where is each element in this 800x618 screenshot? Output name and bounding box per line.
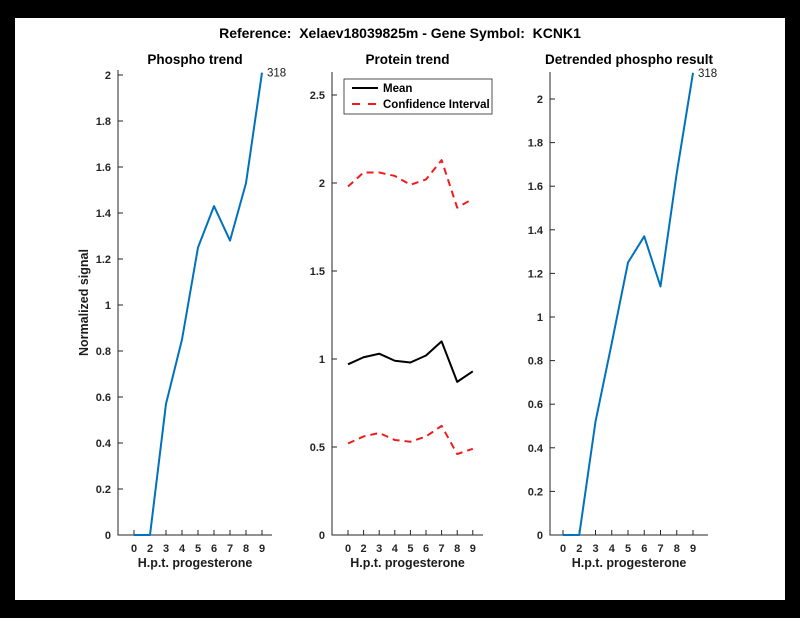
figure-title: Reference: Xelaev18039825m - Gene Symbol…: [219, 25, 581, 41]
x-tick-label: 5: [407, 543, 413, 555]
x-tick-label: 7: [439, 543, 445, 555]
x-tick-label: 5: [625, 543, 631, 555]
y-tick-label: 1.2: [96, 254, 111, 266]
x-tick-label: 5: [195, 543, 201, 555]
x-tick-label: 8: [674, 543, 680, 555]
x-tick-label: 7: [227, 543, 233, 555]
series-line-mean: [347, 340, 474, 383]
y-tick-label: 1.5: [310, 266, 325, 278]
y-tick-label: 1.8: [528, 138, 543, 150]
y-tick-label: 1.4: [528, 225, 544, 237]
x-tick-label: 2: [361, 543, 367, 555]
series-line-phospho-signal: [134, 72, 263, 536]
x-tick-label: 0: [560, 543, 566, 555]
y-tick-label: 0: [537, 530, 543, 542]
subplot-title: Phospho trend: [147, 52, 242, 67]
axis-spines: [117, 70, 272, 536]
legend-entry-label: Confidence Interval: [383, 99, 490, 111]
y-tick-label: 2: [537, 94, 543, 106]
y-tick-label: 1.4: [96, 208, 112, 220]
axis-spines: [331, 72, 483, 536]
y-tick-label: 1.2: [528, 268, 543, 280]
charts-svg: 00.20.40.60.811.21.41.61.820 2 3 4 5 6 7 8 9Phos…: [77, 52, 717, 570]
x-tick-label: 4: [179, 543, 186, 555]
axis-spines: [549, 72, 708, 536]
y-tick-label: 0.6: [96, 392, 111, 404]
x-tick-label: 2: [147, 543, 153, 555]
y-tick-label: 0.4: [528, 443, 544, 455]
x-tick-label: 0: [131, 543, 137, 555]
y-tick-label: 1.6: [528, 181, 543, 193]
y-tick-label: 0.8: [528, 356, 543, 368]
x-axis-label: H.p.t. progesterone: [572, 556, 687, 570]
x-tick-label: 6: [211, 543, 217, 555]
y-tick-label: 1: [537, 312, 543, 324]
y-tick-label: 0.2: [96, 484, 111, 496]
x-tick-label: 0: [345, 543, 351, 555]
y-tick-label: 1.8: [96, 116, 111, 128]
legend-entry-label: Mean: [383, 83, 412, 95]
y-tick-label: 0.6: [528, 399, 543, 411]
x-tick-label: 4: [392, 543, 399, 555]
series-line-confidence-interval-lower: [347, 424, 474, 456]
x-tick-label: 9: [259, 543, 265, 555]
y-tick-label: 0.8: [96, 346, 111, 358]
series-line-detrended-phospho: [563, 72, 694, 536]
x-tick-label: 6: [641, 543, 647, 555]
end-annotation: 318: [267, 68, 286, 80]
x-tick-label: 3: [163, 543, 169, 555]
y-tick-label: 2: [319, 178, 325, 190]
y-tick-label: 1: [319, 354, 325, 366]
x-tick-label: 6: [423, 543, 429, 555]
x-tick-label: 4: [609, 543, 616, 555]
subplot-title: Detrended phospho result: [545, 52, 714, 67]
y-tick-label: 0.5: [310, 442, 325, 454]
x-tick-label: 7: [657, 543, 663, 555]
y-tick-label: 1.6: [96, 162, 111, 174]
subplot-detrended-phospho-result: 00.20.40.60.811.21.41.61.820 2 3 4 5 6 7 8 9Detr…: [528, 52, 717, 570]
x-axis-label: H.p.t. progesterone: [350, 556, 465, 570]
y-tick-label: 0: [105, 530, 111, 542]
x-tick-label: 8: [454, 543, 460, 555]
legend-box: [343, 78, 493, 115]
x-axis-label: H.p.t. progesterone: [138, 556, 253, 570]
figure-canvas: Reference: Xelaev18039825m - Gene Symbol…: [15, 18, 785, 600]
y-tick-label: 0.4: [96, 438, 112, 450]
x-tick-label: 3: [592, 543, 598, 555]
x-tick-label: 3: [376, 543, 382, 555]
x-tick-label: 9: [470, 543, 476, 555]
y-tick-label: 0: [319, 530, 325, 542]
end-annotation: 318: [698, 68, 717, 80]
y-tick-label: 2.5: [310, 90, 325, 102]
y-axis-label: Normalized signal: [77, 249, 91, 356]
subplot-phospho-trend: 00.20.40.60.811.21.41.61.820 2 3 4 5 6 7 8 9Phos…: [77, 52, 286, 570]
subplot-title: Protein trend: [365, 52, 449, 67]
y-tick-label: 0.2: [528, 486, 543, 498]
x-tick-label: 9: [690, 543, 696, 555]
y-tick-label: 2: [105, 70, 111, 82]
series-line-confidence-interval-upper: [347, 159, 474, 209]
y-tick-label: 1: [105, 300, 111, 312]
x-tick-label: 2: [576, 543, 582, 555]
x-tick-label: 8: [243, 543, 249, 555]
